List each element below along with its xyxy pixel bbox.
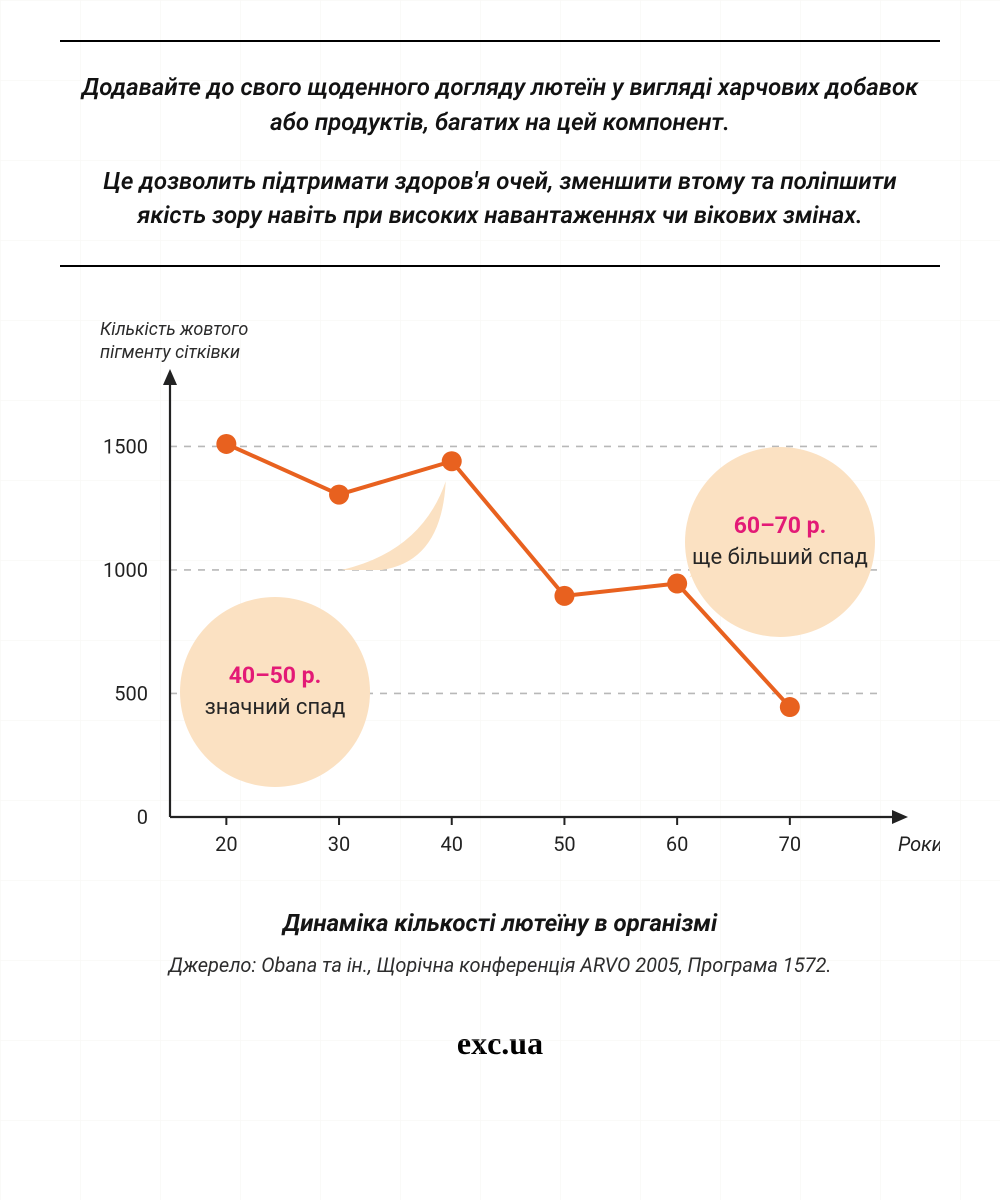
x-tick-label: 30 (328, 832, 350, 856)
chart-container: Кількість жовтого пігменту сітківки 0500… (60, 327, 940, 977)
chart-caption: Динаміка кількості лютеїну в організмі Д… (60, 909, 940, 977)
callout-40-50: 40–50 р. значний спад (180, 597, 370, 787)
data-marker (329, 485, 349, 505)
data-marker (780, 697, 800, 717)
callout-tail-1 (342, 481, 446, 570)
y-tick-label: 1000 (103, 558, 148, 582)
y-tick-label: 1500 (103, 435, 148, 459)
chart-title: Динаміка кількості лютеїну в організмі (60, 909, 940, 937)
data-marker (554, 586, 574, 606)
data-marker (667, 574, 687, 594)
data-marker (442, 451, 462, 471)
y-axis-label: Кількість жовтого пігменту сітківки (100, 319, 320, 364)
callout-60-70: 60–70 р. ще більший спад (685, 447, 875, 637)
x-tick-label: 70 (779, 832, 801, 856)
data-marker (216, 434, 236, 454)
callout-age-2: 60–70 р. (734, 512, 827, 539)
chart-source: Джерело: Obana та ін., Щорічна конференц… (60, 953, 940, 977)
x-tick-label: 60 (666, 832, 688, 856)
x-axis-arrow (892, 810, 908, 824)
x-tick-label: 40 (441, 832, 463, 856)
y-tick-label: 500 (114, 682, 148, 706)
callout-age-1: 40–50 р. (229, 662, 322, 689)
x-axis-label: Роки (898, 832, 940, 856)
intro-paragraph-2: Це дозволить підтримати здоров'я очей, з… (70, 164, 930, 234)
intro-paragraph-1: Додавайте до свого щоденного догляду лют… (70, 70, 930, 140)
callout-body-1: значний спад (205, 695, 346, 721)
x-tick-label: 20 (215, 832, 237, 856)
y-tick-label: 0 (137, 805, 148, 829)
intro-block: Додавайте до свого щоденного догляду лют… (60, 40, 940, 267)
callout-body-2: ще більший спад (692, 545, 868, 571)
y-axis-arrow (163, 369, 177, 385)
footer-brand: exc.ua (60, 1025, 940, 1062)
x-tick-label: 50 (553, 832, 575, 856)
